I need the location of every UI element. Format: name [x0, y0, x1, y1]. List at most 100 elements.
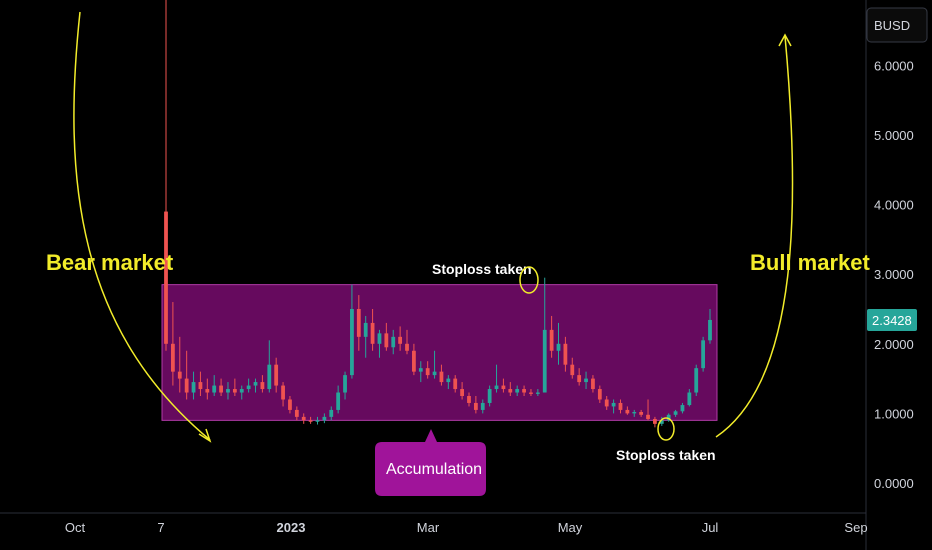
candle-down [164, 211, 168, 344]
candle-down [425, 368, 430, 376]
candle-down [308, 420, 313, 422]
candle-down [260, 382, 265, 390]
time-tick-label: May [558, 520, 583, 535]
candle-up [446, 378, 451, 383]
price-tick-label: 1.0000 [874, 406, 914, 421]
candle-up [418, 368, 423, 372]
time-tick-label: Jul [702, 520, 719, 535]
accumulation-zone[interactable] [161, 284, 718, 421]
candle-up [350, 309, 354, 376]
stoploss-bottom-circle [657, 417, 675, 441]
candle-down [618, 402, 623, 410]
candle-up [659, 420, 664, 424]
bear-arrow-head [198, 428, 212, 443]
candle-up [701, 340, 706, 369]
candle-up [515, 389, 520, 393]
candle-down [177, 371, 182, 379]
candle-down [460, 389, 464, 396]
candle-up [329, 409, 334, 417]
price-tick-label: 3.0000 [874, 267, 914, 282]
last-price-tag [867, 308, 917, 331]
candle-up [363, 322, 368, 337]
price-tick-label: 4.0000 [874, 198, 914, 213]
candle-down [473, 402, 478, 410]
candle-down [281, 385, 285, 400]
candle-up [480, 402, 485, 410]
bull-market-arrow [715, 35, 794, 438]
candle-down [549, 329, 554, 351]
bear-market-label: Bear market [46, 250, 174, 275]
candle-up [666, 414, 671, 421]
candle-down [356, 309, 361, 337]
candle-up [336, 392, 341, 410]
candle-up [191, 382, 196, 393]
price-tick-label: 2.0000 [874, 337, 914, 352]
candle-up [487, 389, 492, 403]
candle-down [639, 412, 644, 415]
time-tick-label: 2023 [277, 520, 306, 535]
candle-up [343, 375, 347, 393]
candle-down [170, 343, 175, 372]
candle-up [494, 385, 499, 390]
candle-down [453, 378, 458, 390]
time-tick-label: Mar [417, 520, 440, 535]
candle-down [570, 364, 575, 376]
currency-label-box[interactable] [866, 7, 928, 43]
candle-up [253, 382, 258, 386]
currency-label: BUSD [874, 18, 910, 33]
candle-down [467, 396, 471, 403]
stoploss-top-label: Stoploss taken [432, 261, 532, 277]
candle-down [294, 409, 299, 417]
candle-down [529, 392, 533, 394]
candle-down [563, 343, 568, 365]
candle-up [267, 364, 272, 390]
candle-up [246, 385, 251, 390]
candle-up [377, 333, 382, 344]
candle-down [205, 389, 210, 393]
stoploss-top-circle [519, 266, 539, 294]
candle-down [184, 378, 189, 393]
candle-up [632, 412, 637, 414]
candle-up [556, 343, 561, 351]
bull-market-label: Bull market [750, 250, 870, 275]
candle-up [432, 371, 437, 376]
candle-up [226, 389, 230, 393]
candle-down [522, 389, 526, 393]
stoploss-bottom-label: Stoploss taken [616, 447, 716, 463]
candle-down [288, 399, 292, 410]
candle-down [198, 382, 203, 390]
time-axis-ticks: Oct 7 2023 Mar May Jul Sep [65, 520, 868, 535]
candle-down [604, 399, 609, 407]
last-price-label: 2.3428 [872, 313, 912, 328]
candle-up [239, 389, 244, 393]
price-axis-ticks: 6.0000 5.0000 4.0000 3.0000 2.0000 1.0000 0.00… [874, 58, 914, 491]
candle-down [412, 350, 416, 372]
candle-up [315, 420, 320, 422]
candle-up [322, 416, 327, 421]
candle-down [597, 389, 602, 400]
candle-down [591, 378, 595, 390]
price-tick-label: 0.0000 [874, 476, 914, 491]
accumulation-callout[interactable] [375, 429, 486, 496]
bear-market-arrow [73, 11, 211, 441]
candle-down [508, 389, 513, 393]
candlestick-series [164, 0, 712, 428]
candle-down [384, 333, 389, 348]
candle-down [439, 371, 444, 383]
candle-up [535, 392, 540, 394]
candle-up [391, 336, 396, 348]
candle-down [370, 322, 375, 344]
candle-up [212, 385, 217, 393]
candle-down [501, 385, 506, 390]
time-tick-label: Sep [844, 520, 867, 535]
candle-down [577, 375, 582, 383]
candle-down [301, 416, 306, 421]
candle-up [584, 378, 588, 383]
time-tick-label: Oct [65, 520, 86, 535]
candle-up [542, 329, 547, 393]
candle-down [219, 385, 223, 393]
candle-down [646, 414, 650, 419]
candle-down [398, 336, 403, 344]
candle-down [405, 343, 409, 351]
